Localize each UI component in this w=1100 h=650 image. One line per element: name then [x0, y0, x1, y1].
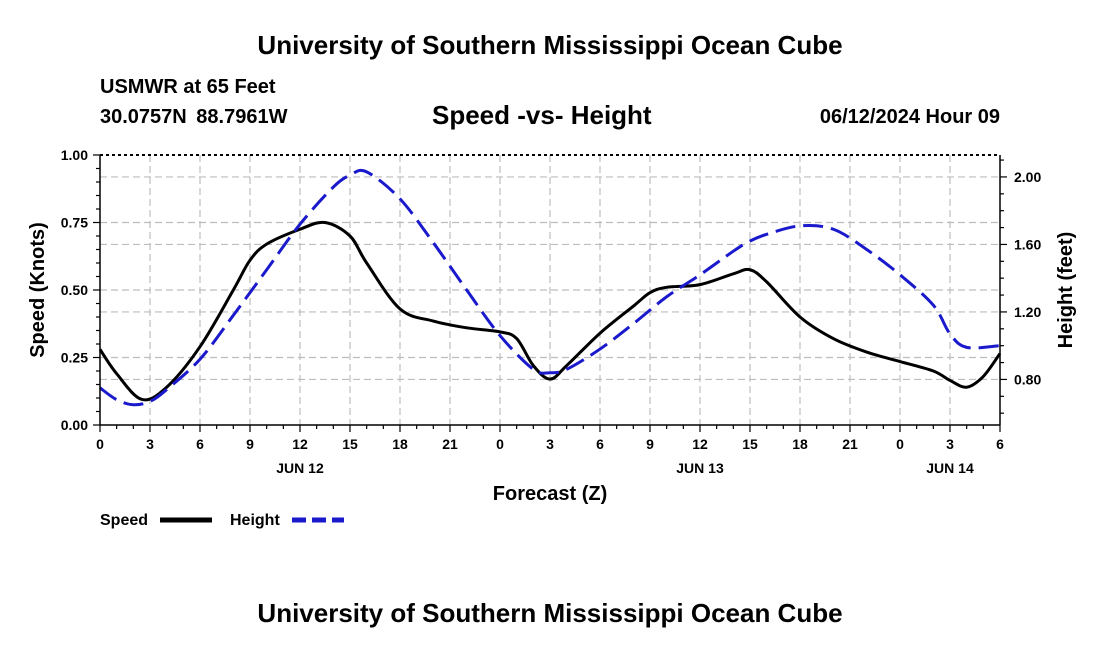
footer-title: University of Southern Mississippi Ocean…: [257, 598, 843, 628]
date-label: JUN 12: [276, 460, 324, 476]
legend-speed-label: Speed: [100, 512, 148, 529]
series-line-height: [99, 168, 1001, 407]
y-axis-right-title: Height (feet): [1055, 232, 1077, 349]
x-tick-label: 9: [246, 436, 254, 452]
chart-subtitle: Speed -vs- Height: [432, 100, 652, 130]
tick-labels: 0 3 6 9 12 15 18 21 0 3 6 9 12 15 18 21 0 3 6 JUN 12 JUN 13 J…: [61, 147, 1042, 476]
axes: [93, 154, 1007, 432]
forecast-datetime: 06/12/2024 Hour 09: [819, 106, 1000, 128]
legend-height-label: Height: [230, 512, 280, 529]
x-tick-label: 12: [692, 436, 708, 452]
chart-main-title: University of Southern Mississippi Ocean…: [257, 30, 843, 60]
x-tick-label: 18: [792, 436, 808, 452]
x-tick-label: 0: [96, 436, 104, 452]
y-tick-label-left: 1.00: [61, 147, 88, 163]
y-tick-label-left: 0.25: [61, 350, 88, 366]
y-tick-label-left: 0.75: [61, 215, 88, 231]
grid-lines: [100, 155, 1000, 425]
station-label: USMWR at 65 Feet: [100, 76, 276, 98]
y-tick-label-right: 0.80: [1014, 371, 1041, 387]
x-tick-label: 12: [292, 436, 308, 452]
x-tick-label: 9: [646, 436, 654, 452]
station-coordinates: 30.0757N 88.7961W: [100, 106, 288, 128]
x-tick-label: 0: [496, 436, 504, 452]
x-tick-label: 18: [392, 436, 408, 452]
date-label: JUN 14: [926, 460, 974, 476]
x-tick-label: 3: [146, 436, 154, 452]
legend: Speed Height: [100, 512, 344, 529]
series-line-speed: [98, 220, 1002, 402]
y-tick-label-left: 0.50: [61, 282, 88, 298]
y-tick-label-right: 2.00: [1014, 169, 1041, 185]
x-axis-title: Forecast (Z): [493, 483, 607, 505]
x-tick-label: 6: [596, 436, 604, 452]
x-tick-label: 6: [196, 436, 204, 452]
series-lines: [98, 168, 1002, 407]
x-tick-label: 21: [442, 436, 458, 452]
x-tick-label: 3: [946, 436, 954, 452]
date-label: JUN 13: [676, 460, 724, 476]
y-tick-label-right: 1.60: [1014, 236, 1041, 252]
x-tick-label: 0: [896, 436, 904, 452]
x-tick-label: 6: [996, 436, 1004, 452]
x-tick-label: 3: [546, 436, 554, 452]
y-tick-label-right: 1.20: [1014, 304, 1041, 320]
y-tick-label-left: 0.00: [61, 417, 88, 433]
x-tick-label: 15: [342, 436, 358, 452]
x-tick-label: 15: [742, 436, 758, 452]
y-axis-left-title: Speed (Knots): [27, 222, 49, 358]
x-tick-label: 21: [842, 436, 858, 452]
